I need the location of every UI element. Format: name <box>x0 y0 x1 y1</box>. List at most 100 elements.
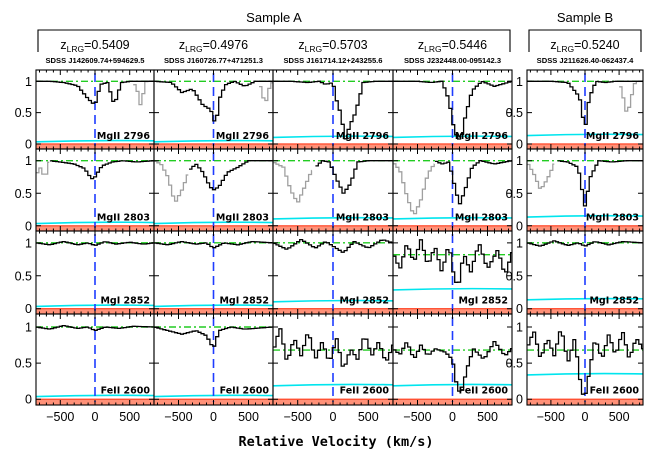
panel-c3-r0: MgII 2796 <box>392 69 513 150</box>
ion-label: MgI 2852 <box>100 295 150 306</box>
panel-ticks <box>393 231 512 314</box>
ion-label: MgII 2803 <box>97 213 150 224</box>
panel-c2-r3: FeII 2600 <box>272 313 394 406</box>
flux-spectrum <box>154 80 273 122</box>
ion-label: MgII 2796 <box>216 131 269 142</box>
x-tick-label: −500 <box>537 410 565 424</box>
column-redshift-3: zLRG=0.5446 <box>418 38 487 54</box>
ion-label: MgII 2796 <box>97 131 150 142</box>
ion-label: MgI 2852 <box>339 295 389 306</box>
panel-c0-r0: MgII 2796 <box>35 69 155 150</box>
x-tick-label: 0 <box>330 410 337 424</box>
x-tick-label: 0 <box>449 410 456 424</box>
y-tick-label: 0.5 <box>506 357 523 371</box>
panel-ticks <box>154 70 273 149</box>
flux-spectrum <box>393 80 512 140</box>
panel-c2-r0: MgII 2796 <box>272 69 394 150</box>
error-spectrum <box>35 139 155 143</box>
flux-spectrum <box>36 80 154 104</box>
panel-ticks <box>154 314 273 405</box>
flux-spectrum <box>273 328 393 367</box>
x-tick-label: 500 <box>477 410 498 424</box>
panel-c2-r1: MgII 2803 <box>272 148 394 232</box>
sample-bracket-0 <box>37 29 511 52</box>
x-tick-label: −500 <box>403 410 431 424</box>
ion-label: MgII 2796 <box>455 131 508 142</box>
column-headers: zLRG=0.5409 SDSS J142609.74+594629.5 zLRG=… <box>45 38 634 65</box>
blended-flux-spectrum <box>527 163 555 189</box>
x-axis-label: Relative Velocity (km/s) <box>238 434 433 450</box>
panel-ticks <box>36 231 154 314</box>
flux-spectrum <box>36 324 154 331</box>
y-tick-label: 0 <box>25 393 32 407</box>
x-tick-label: 0 <box>92 410 99 424</box>
flux-spectrum <box>527 240 643 247</box>
panel-ticks <box>527 231 643 314</box>
flux-spectrum <box>273 80 393 140</box>
panel-ticks <box>154 149 273 231</box>
flux-spectrum <box>154 326 273 347</box>
panel-c3-r3: FeII 2600 <box>392 313 513 406</box>
ion-label: MgI 2852 <box>589 295 639 306</box>
ion-label: FeII 2600 <box>590 385 640 396</box>
y-tick-label: 0.5 <box>506 187 523 201</box>
panel-ticks <box>527 314 643 405</box>
blended-flux-spectrum <box>619 80 643 112</box>
panel-ticks <box>273 149 393 231</box>
panel-c4-r2: MgI 2852 <box>526 230 644 315</box>
ion-label: FeII 2600 <box>340 385 390 396</box>
flux-spectrum <box>49 160 154 180</box>
column-sdss-name-3: SDSS J232448.00-095142.3 <box>404 56 501 65</box>
panel-ticks <box>393 314 512 405</box>
error-spectrum <box>392 287 513 291</box>
x-tick-label: 500 <box>238 410 259 424</box>
error-spectrum <box>392 383 513 387</box>
y-tick-label: 1 <box>25 154 32 168</box>
x-tick-label: 0 <box>210 410 217 424</box>
blended-flux-spectrum <box>36 161 50 175</box>
y-tick-label: 0.5 <box>506 106 523 120</box>
flux-spectrum <box>315 160 393 194</box>
y-tick-label: 0.5 <box>15 269 32 283</box>
panel-ticks <box>527 70 643 149</box>
ion-label: MgII 2796 <box>336 131 389 142</box>
ion-label: MgII 2803 <box>586 213 639 224</box>
y-tick-label: 1 <box>25 75 32 89</box>
flux-spectrum <box>393 340 512 392</box>
y-tick-label: 0 <box>25 302 32 316</box>
flux-spectrum <box>393 239 512 283</box>
flux-spectrum <box>527 331 643 395</box>
sample-bracket-1 <box>528 29 642 52</box>
blended-flux-spectrum <box>273 162 313 203</box>
panel-ticks <box>36 149 154 231</box>
error-spectrum <box>272 216 394 220</box>
ion-label: MgII 2803 <box>336 213 389 224</box>
y-tick-label: 0 <box>25 137 32 151</box>
panel-c1-r3: FeII 2600 <box>153 313 274 406</box>
blended-flux-spectrum <box>259 82 273 102</box>
panel-c0-r2: MgI 2852 <box>35 230 155 315</box>
y-tick-label: 1 <box>516 236 523 250</box>
flux-spectrum <box>189 160 273 191</box>
y-tick-label: 1 <box>25 321 32 335</box>
panel-c2-r2: MgI 2852 <box>272 230 394 315</box>
panel-ticks <box>393 70 512 149</box>
column-sdss-name-1: SDSS J160726.77+471251.3 <box>164 56 263 65</box>
panel-c0-r3: FeII 2600 <box>35 313 155 406</box>
y-tick-label: 0 <box>516 302 523 316</box>
panel-ticks <box>154 231 273 314</box>
panel-ticks <box>393 149 512 231</box>
flux-spectrum <box>557 160 643 207</box>
panel-c4-r1: MgII 2803 <box>526 148 644 232</box>
axis-tick-labels: 0 0 0.5 0.5 1 1 0 0 0.5 0.5 1 1 0 0 0.5 0.5 1 1 0 0 0.5 0.5 1 1… <box>15 75 630 424</box>
panel-ticks <box>273 231 393 314</box>
y-tick-label: 1 <box>516 75 523 89</box>
flux-spectrum <box>36 240 154 246</box>
y-tick-label: 1 <box>516 321 523 335</box>
ion-label: FeII 2600 <box>101 385 151 396</box>
sample-brackets: Sample A Sample B <box>37 10 642 52</box>
y-tick-label: 0.5 <box>15 357 32 371</box>
ion-label: MgII 2803 <box>216 213 269 224</box>
y-tick-label: 0.5 <box>506 269 523 283</box>
